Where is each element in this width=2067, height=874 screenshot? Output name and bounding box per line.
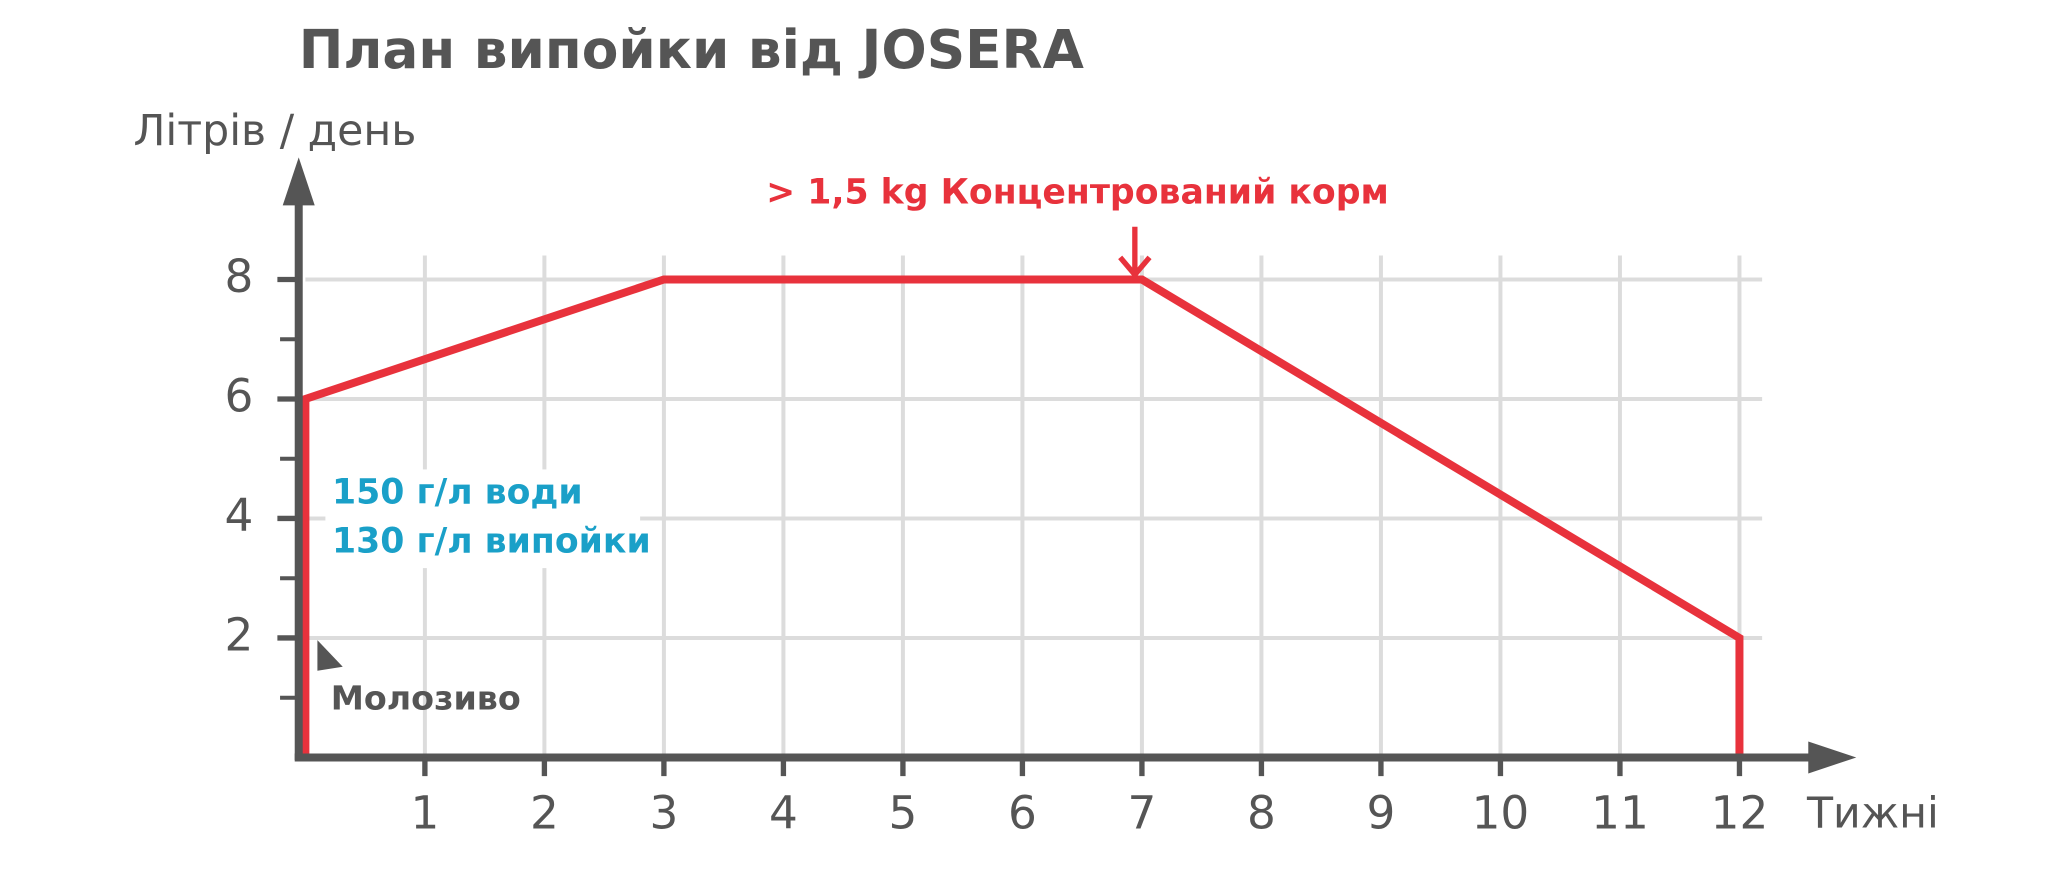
feed-annotation: > 1,5 kg Концентрований корм: [766, 172, 1389, 212]
x-tick-label: 6: [1008, 787, 1037, 840]
y-axis-arrow: [282, 157, 315, 206]
y-tick-label: 6: [225, 369, 254, 422]
x-tick-label: 11: [1591, 787, 1649, 840]
dose-annotation: 130 г/л випойки: [332, 522, 651, 562]
dose-annotation: 150 г/л води: [332, 472, 583, 512]
label-background: [325, 469, 641, 569]
colostrum-annotation: Молозиво: [331, 679, 521, 718]
x-tick-label: 12: [1711, 787, 1769, 840]
x-tick-label: 8: [1247, 787, 1276, 840]
x-axis-label: Тижні: [1806, 789, 1939, 839]
y-tick-label: 2: [225, 608, 254, 661]
feed-arrow: [1118, 226, 1152, 279]
data-line: [301, 275, 1744, 758]
y-tick-label: 4: [225, 489, 254, 542]
x-tick-label: 7: [1128, 787, 1157, 840]
x-tick-label: 9: [1367, 787, 1396, 840]
x-tick-label: 4: [769, 787, 798, 840]
x-tick-label: 3: [649, 787, 678, 840]
x-axis-arrow: [1808, 741, 1857, 774]
x-tick-label: 10: [1472, 787, 1530, 840]
x-tick-label: 2: [530, 787, 559, 840]
chart-title: План випойки від JOSERA: [299, 18, 1085, 81]
y-axis-label: Літрів / день: [133, 106, 416, 156]
y-tick-label: 8: [225, 250, 254, 303]
x-tick-label: 1: [410, 787, 439, 840]
colostrum-pointer: [317, 640, 343, 671]
x-tick-label: 5: [888, 787, 917, 840]
